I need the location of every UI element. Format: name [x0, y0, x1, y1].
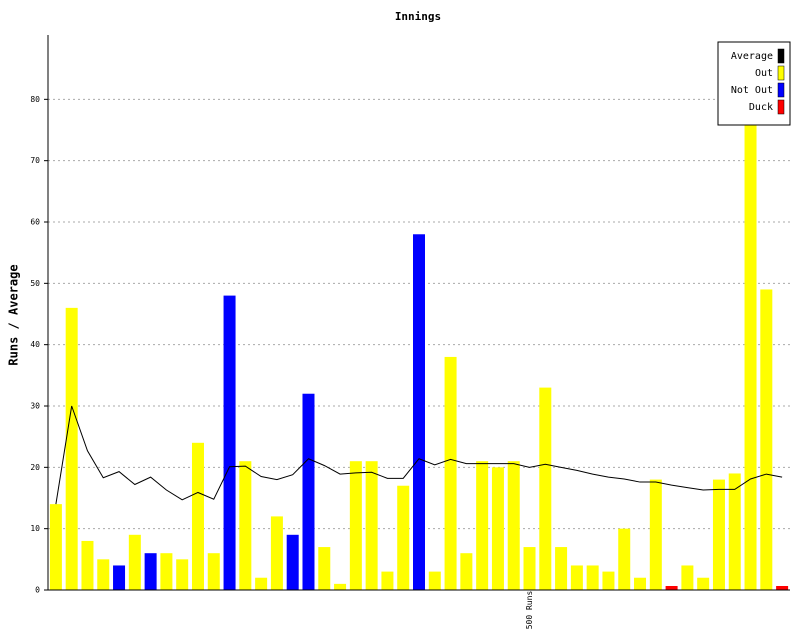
bar: [286, 534, 299, 590]
legend-swatch: [777, 82, 785, 98]
bar: [270, 516, 283, 590]
legend-swatch: [777, 65, 785, 81]
bar: [507, 461, 520, 590]
bar: [681, 565, 694, 590]
bar: [239, 461, 252, 590]
bar: [113, 565, 126, 590]
legend-swatch: [777, 48, 785, 64]
legend-label: Average: [731, 51, 773, 62]
bar: [397, 485, 410, 590]
bar: [160, 553, 173, 590]
bar: [744, 93, 757, 590]
y-tick-label: 30: [30, 402, 40, 411]
y-tick-label: 80: [30, 95, 40, 104]
bar: [128, 534, 141, 590]
bar: [476, 461, 489, 590]
y-axis-label: Runs / Average: [7, 264, 21, 365]
legend-label: Not Out: [731, 85, 773, 96]
legend-label: Duck: [749, 102, 773, 113]
bar: [570, 565, 583, 590]
bar: [413, 234, 425, 590]
bar: [697, 577, 710, 590]
bar: [665, 586, 678, 590]
bar: [460, 553, 473, 590]
annotation: 500 Runs: [525, 591, 534, 630]
y-tick-label: 0: [35, 586, 40, 595]
legend-swatch: [777, 99, 785, 115]
y-tick-label: 20: [30, 463, 40, 472]
legend-label: Out: [755, 68, 773, 79]
bar: [207, 553, 220, 590]
y-tick-label: 70: [30, 156, 40, 165]
bar: [81, 540, 94, 590]
bar: [760, 289, 773, 590]
bar: [318, 547, 331, 590]
bar: [618, 528, 631, 590]
bar: [539, 387, 552, 590]
bar: [728, 473, 741, 590]
chart-title: Innings: [395, 10, 441, 23]
bar: [491, 467, 504, 590]
bar: [49, 504, 62, 590]
bar: [444, 356, 457, 590]
bar: [428, 571, 441, 590]
bar: [381, 571, 394, 590]
y-tick-label: 50: [30, 279, 40, 288]
bar: [602, 571, 615, 590]
bar: [65, 307, 78, 590]
average-line: [55, 405, 783, 505]
bar: [365, 461, 378, 590]
bar: [555, 547, 568, 590]
y-tick-label: 10: [30, 524, 40, 533]
bar: [144, 553, 157, 590]
y-tick-label: 60: [30, 218, 40, 227]
bar: [302, 393, 315, 590]
bar: [523, 547, 536, 590]
bar: [776, 586, 789, 590]
bar: [176, 559, 189, 590]
bar: [586, 565, 599, 590]
bar: [97, 559, 110, 590]
y-tick-label: 40: [30, 340, 40, 349]
bar: [255, 577, 268, 590]
bar: [634, 577, 647, 590]
bar: [334, 583, 347, 590]
bar: [191, 442, 204, 590]
bar: [649, 479, 662, 590]
bar: [223, 295, 236, 590]
bar: [712, 479, 725, 590]
bar: [349, 461, 362, 590]
